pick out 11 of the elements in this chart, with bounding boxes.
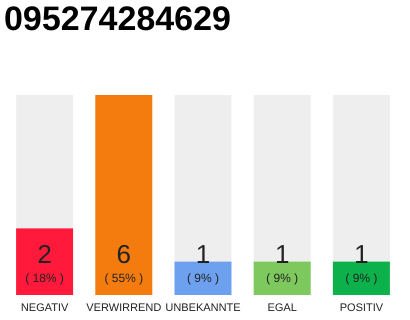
chart-title: 095274284629 [4,0,231,39]
x-tick-label: VERWIRREND [86,302,162,314]
data-label: 2 ( 18% ) [25,239,64,285]
data-label: 1 ( 9% ) [345,239,378,285]
x-tick-label: EGAL [268,302,297,314]
x-tick-label: POSITIV [340,302,384,314]
x-tick-label: NEGATIV [20,302,69,314]
data-label: 1 ( 9% ) [186,239,219,285]
data-label: 1 ( 9% ) [266,239,298,285]
data-label: 6 ( 55% ) [104,239,144,285]
x-tick-label: UNBEKANNTE [165,302,241,314]
